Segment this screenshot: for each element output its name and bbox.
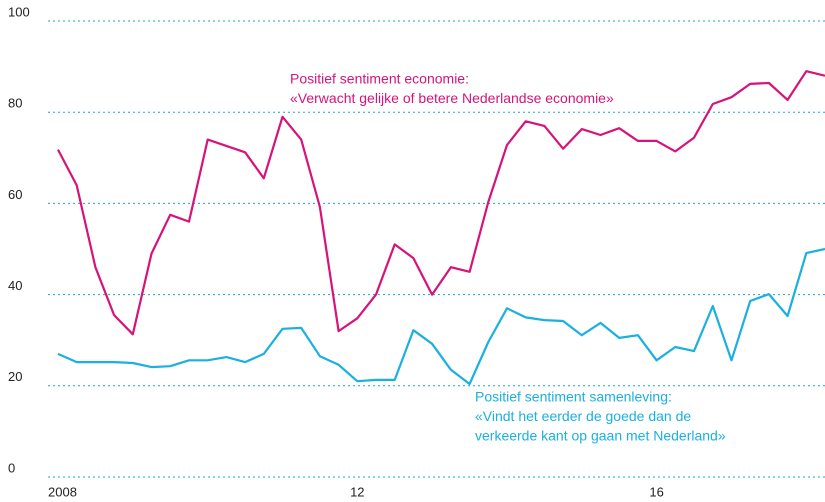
series-line bbox=[57, 70, 825, 336]
annotation: Positief sentiment samenleving: bbox=[475, 389, 672, 405]
y-tick-label: 80 bbox=[8, 96, 22, 111]
y-tick-label: 100 bbox=[8, 4, 30, 19]
y-tick-label: 0 bbox=[8, 460, 15, 475]
annotation: «Verwacht gelijke of betere Nederlandse … bbox=[290, 90, 614, 106]
x-tick-label: 12 bbox=[350, 484, 364, 499]
annotation: «Vindt het eerder de goede dan de bbox=[475, 408, 691, 424]
annotation: verkeerde kant op gaan met Nederland» bbox=[475, 428, 726, 444]
y-tick-label: 20 bbox=[8, 369, 22, 384]
x-tick-label: 2008 bbox=[48, 484, 77, 499]
y-tick-label: 40 bbox=[8, 278, 22, 293]
x-tick-label: 16 bbox=[649, 484, 663, 499]
annotation: Positief sentiment economie: bbox=[290, 71, 469, 87]
y-tick-label: 60 bbox=[8, 187, 22, 202]
series-line bbox=[57, 247, 825, 386]
